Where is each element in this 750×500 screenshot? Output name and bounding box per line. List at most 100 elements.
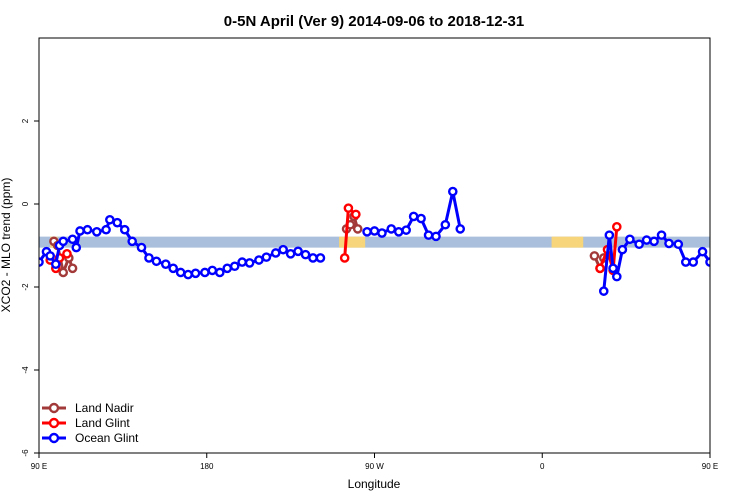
ocean-glint-point [278, 244, 288, 255]
ocean-glint-point [190, 268, 201, 279]
x-tick-label: 90 E [702, 462, 718, 471]
x-axis-label: Longitude [348, 477, 401, 491]
y-axis-label: XCO2 - MLO trend (ppm) [0, 178, 13, 313]
land-nadir-point [67, 263, 78, 274]
ocean-glint-point [285, 248, 296, 259]
y-tick-label: 0 [21, 201, 30, 206]
ocean-glint-point [447, 186, 458, 197]
ocean-glint-point [598, 286, 609, 296]
ocean-glint-point [408, 211, 419, 222]
ocean-glint-point [680, 257, 691, 267]
ocean-glint-point [293, 246, 303, 257]
ocean-glint-point [71, 242, 82, 253]
land-glint-point [612, 222, 622, 232]
ocean-glint-point [705, 257, 710, 267]
y-tick-label: -4 [21, 366, 30, 374]
ocean-glint-point [82, 224, 93, 235]
ocean-glint-point [315, 253, 326, 263]
land-glint-point [595, 263, 605, 274]
y-tick-label: -2 [21, 283, 30, 291]
y-tick-label: -6 [21, 449, 30, 457]
ocean-glint-point [254, 255, 264, 265]
ocean-glint-point [612, 271, 622, 282]
ocean-glint-point [455, 224, 466, 234]
ocean-glint-point [634, 239, 644, 250]
ocean-glint-point [423, 230, 434, 240]
ocean-glint-point [144, 253, 154, 263]
legend-marker-ocean-glint [48, 432, 60, 444]
ocean-glint-point [608, 263, 618, 274]
ocean-glint-point [440, 219, 451, 230]
ocean-glint-point [617, 244, 628, 255]
y-axis: -6 -4 -2 0 2 [21, 118, 39, 457]
ocean-glint-point [229, 261, 240, 272]
land-glint-point [351, 209, 361, 220]
land-nadir-point [58, 267, 69, 278]
land-nadir-point [352, 224, 363, 234]
legend-label-land-glint: Land Glint [75, 416, 130, 430]
ocean-glint-point [416, 213, 426, 224]
ocean-glint-point [656, 230, 667, 240]
ocean-glint-point [688, 257, 699, 267]
ocean-glint-point [101, 224, 111, 235]
ocean-glint-point [91, 227, 102, 237]
ocean-glint-point [673, 239, 684, 250]
x-tick-label: 180 [200, 462, 214, 471]
ocean-glint-point [401, 225, 411, 235]
ocean-glint-point [377, 228, 387, 238]
ocean-glint-point [649, 236, 659, 247]
x-tick-label: 90 E [31, 462, 47, 471]
x-tick-label: 90 W [365, 462, 384, 471]
x-axis: 90 E 180 90 W 0 90 E [31, 453, 718, 471]
ocean-glint-point [175, 267, 186, 278]
y-tick-label: 2 [21, 118, 30, 123]
ocean-glint-point [386, 224, 397, 234]
ocean-glint-point [160, 259, 171, 269]
ocean-glint-point [369, 226, 380, 236]
x-tick-label: 0 [540, 462, 545, 471]
ocean-glint-point [222, 263, 233, 274]
land-glint-line [598, 226, 619, 272]
legend-label-ocean-glint: Ocean Glint [75, 431, 139, 445]
ocean-glint-point [200, 267, 210, 278]
land-glint-point [343, 203, 354, 213]
ocean-glint-point [105, 214, 115, 225]
chart-title: 0-5N April (Ver 9) 2014-09-06 to 2018-12… [224, 13, 524, 30]
ocean-glint-point [664, 238, 674, 249]
ocean-glint-point [75, 226, 85, 236]
ocean-glint-point [119, 224, 130, 235]
ocean-glint-point [183, 269, 193, 280]
legend-marker-land-glint [48, 417, 60, 429]
ocean-glint-point [300, 249, 311, 260]
ocean-glint-point [308, 253, 318, 263]
ocean-glint-point [244, 258, 255, 268]
ocean-glint-point [362, 227, 372, 237]
ocean-glint-point [151, 256, 162, 267]
ocean-glint-point [237, 257, 247, 267]
ocean-glint-point [112, 217, 123, 228]
land-nadir-point [589, 251, 600, 261]
land-glint-point [339, 253, 350, 263]
plot-area [39, 186, 710, 296]
ocean-glint-point [168, 263, 178, 274]
ocean-glint-point [214, 267, 225, 278]
ocean-glint-point [58, 236, 69, 247]
legend-label-land-nadir: Land Nadir [75, 401, 134, 415]
ocean-glint-point [270, 248, 281, 258]
legend-marker-land-nadir [48, 402, 60, 414]
ocean-glint-point [641, 235, 652, 245]
ocean-glint-point [136, 242, 147, 253]
ocean-glint-point [45, 251, 55, 261]
land-glint-point [62, 248, 72, 259]
ocean-glint-point [261, 252, 272, 262]
plot-content [39, 186, 710, 296]
ocean-glint-point [67, 234, 78, 245]
ocean-glint-point [625, 234, 635, 245]
ocean-glint-point [50, 259, 61, 269]
ocean-glint-point [697, 246, 708, 257]
ocean-glint-point [127, 236, 137, 247]
ocean-glint-point [604, 230, 615, 240]
ocean-glint-point [431, 231, 441, 242]
